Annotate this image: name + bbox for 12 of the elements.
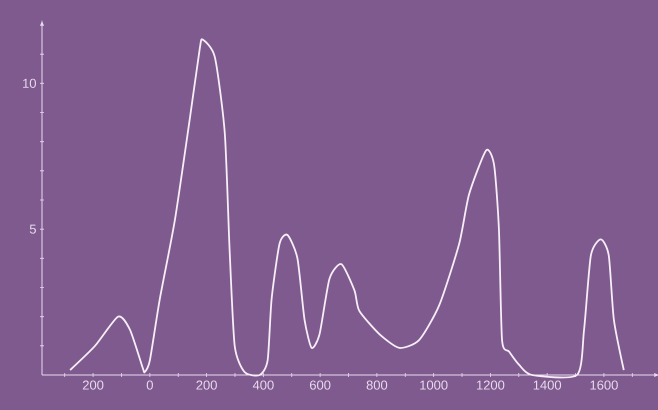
- x-tick-label: 1600: [590, 380, 618, 390]
- y-tick-label: 5: [30, 224, 36, 234]
- x-tick-label: 600: [310, 380, 330, 390]
- y-tick-label: 10: [23, 78, 36, 88]
- x-tick-label: 0: [146, 380, 153, 390]
- x-tick-label: 400: [252, 380, 274, 390]
- x-tick-label: 200: [82, 380, 104, 390]
- x-tick-label: 1200: [476, 380, 504, 390]
- x-tick-label: 1400: [534, 380, 562, 390]
- x-tick-label: 1000: [420, 380, 448, 390]
- x-tick-label: 200: [196, 380, 217, 390]
- x-tick-label: 800: [366, 380, 388, 390]
